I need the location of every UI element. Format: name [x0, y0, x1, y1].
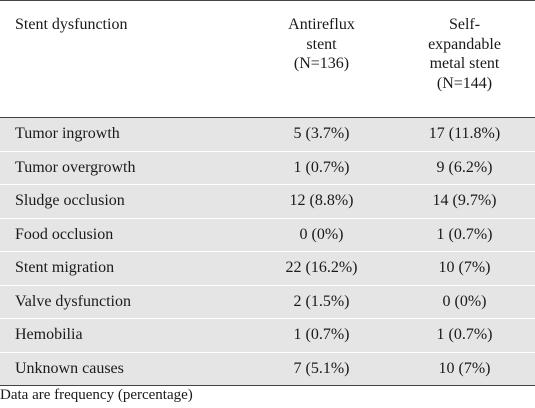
table-row: Sludge occlusion 12 (8.8%) 14 (9.7%): [0, 184, 535, 218]
table-row: Unknown causes 7 (5.1%) 10 (7%): [0, 352, 535, 386]
header-antireflux-line1: Antireflux: [288, 16, 355, 33]
row-label: Valve dysfunction: [0, 285, 249, 319]
antireflux-value: 1 (0.7%): [249, 318, 394, 352]
sems-value: 14 (9.7%): [394, 184, 535, 218]
header-antireflux-stent: Antireflux stent (N=136): [249, 1, 394, 118]
antireflux-value: 22 (16.2%): [249, 251, 394, 285]
sems-value: 1 (0.7%): [394, 218, 535, 252]
table-footnote: Data are frequency (percentage): [0, 387, 193, 403]
header-antireflux-line2: stent: [306, 35, 337, 53]
sems-value: 17 (11.8%): [394, 117, 535, 151]
row-label: Sludge occlusion: [0, 184, 249, 218]
header-sems-line3: metal stent: [429, 55, 500, 72]
sems-value: 10 (7%): [394, 352, 535, 386]
row-label: Tumor overgrowth: [0, 151, 249, 185]
sems-value: 1 (0.7%): [394, 318, 535, 352]
row-label: Stent migration: [0, 251, 249, 285]
sems-value: 10 (7%): [394, 251, 535, 285]
row-label: Unknown causes: [0, 352, 249, 386]
sems-value: 9 (6.2%): [394, 151, 535, 185]
header-sems-line2: expandable: [428, 35, 501, 53]
table-row: Tumor ingrowth 5 (3.7%) 17 (11.8%): [0, 117, 535, 151]
antireflux-value: 1 (0.7%): [249, 151, 394, 185]
sems-value: 0 (0%): [394, 285, 535, 319]
table-row: Hemobilia 1 (0.7%) 1 (0.7%): [0, 318, 535, 352]
table-row: Stent migration 22 (16.2%) 10 (7%): [0, 251, 535, 285]
antireflux-value: 2 (1.5%): [249, 285, 394, 319]
antireflux-value: 7 (5.1%): [249, 352, 394, 386]
row-label: Food occlusion: [0, 218, 249, 252]
table-row: Tumor overgrowth 1 (0.7%) 9 (6.2%): [0, 151, 535, 185]
stent-dysfunction-table: Stent dysfunction Antireflux stent (N=13…: [0, 0, 535, 386]
antireflux-value: 0 (0%): [249, 218, 394, 252]
antireflux-value: 5 (3.7%): [249, 117, 394, 151]
table-row: Valve dysfunction 2 (1.5%) 0 (0%): [0, 285, 535, 319]
table-row: Food occlusion 0 (0%) 1 (0.7%): [0, 218, 535, 252]
row-label: Tumor ingrowth: [0, 117, 249, 151]
row-label: Hemobilia: [0, 318, 249, 352]
header-sems-line4: (N=144): [436, 74, 493, 92]
header-antireflux-line3: (N=136): [293, 55, 350, 72]
data-table: Stent dysfunction Antireflux stent (N=13…: [0, 0, 535, 386]
header-sems-line1: Self-: [448, 16, 481, 33]
header-stent-dysfunction: Stent dysfunction: [15, 16, 128, 33]
header-row: Stent dysfunction Antireflux stent (N=13…: [0, 0, 535, 118]
header-self-expandable-metal-stent: Self- expandable metal stent (N=144): [394, 1, 535, 118]
antireflux-value: 12 (8.8%): [249, 184, 394, 218]
